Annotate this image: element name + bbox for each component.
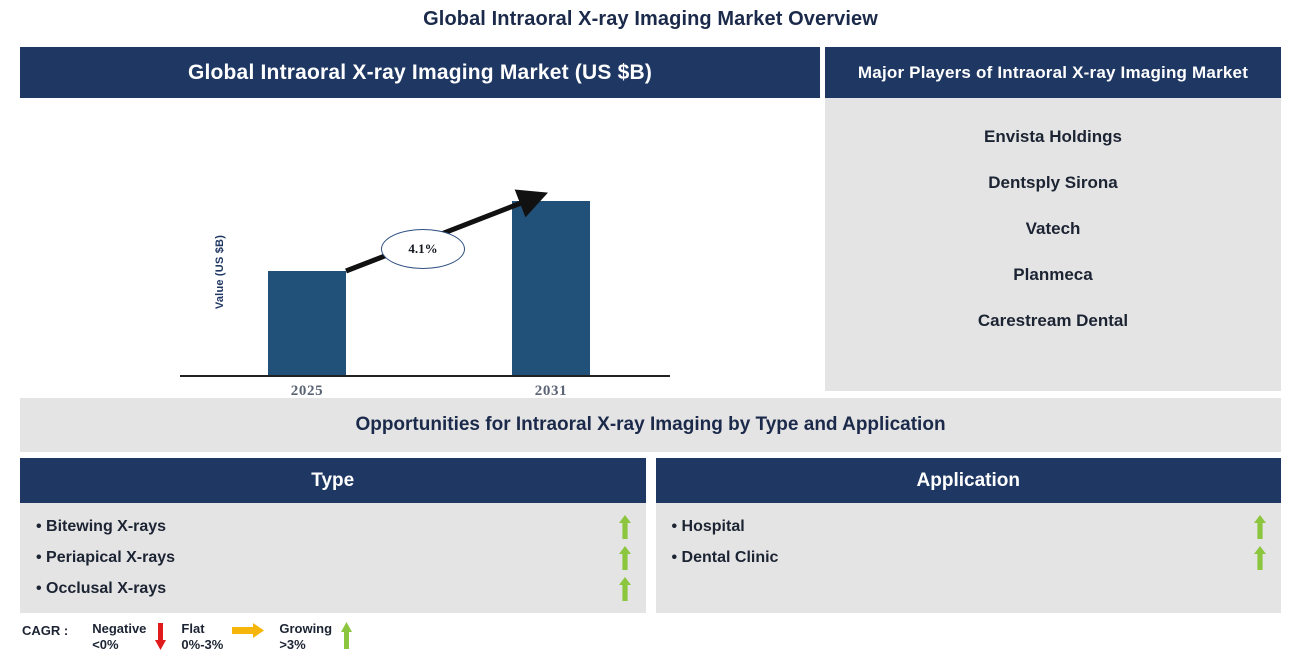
- top-row: Global Intraoral X-ray Imaging Market (U…: [20, 47, 1281, 434]
- bar-2025: [268, 271, 346, 375]
- arrow-up-icon: [618, 545, 631, 570]
- list-item: Carestream Dental: [977, 311, 1129, 330]
- legend-item-negative: Negative <0%: [92, 621, 175, 654]
- arrow-up-icon: [618, 576, 631, 601]
- list-item: Vatech: [1025, 219, 1081, 238]
- list-item: Dental Clinic: [656, 542, 1282, 573]
- market-chart-panel: Global Intraoral X-ray Imaging Market (U…: [20, 47, 820, 434]
- list-item: Planmeca: [1013, 265, 1093, 284]
- x-tick-2025: 2025: [290, 383, 324, 399]
- type-item-label: Bitewing X-rays: [36, 518, 618, 536]
- legend-negative-labels: Negative <0%: [92, 621, 146, 654]
- legend-flat-range: 0%-3%: [181, 637, 224, 653]
- major-players-list: Envista Holdings Dentsply Sirona Vatech …: [825, 98, 1281, 391]
- market-chart-body: Value (US $B) 4.1% 2025 2031 Source : Lu…: [20, 98, 820, 434]
- arrow-right-icon: [232, 623, 265, 638]
- legend-growing-label: Growing: [279, 621, 333, 636]
- y-axis-label: Value (US $B): [214, 234, 226, 310]
- list-item: Periapical X-rays: [20, 542, 646, 573]
- arrow-up-icon: [341, 622, 353, 649]
- cagr-callout: 4.1%: [381, 229, 465, 269]
- opportunities-application-column: Application Hospital Dental Clinic: [655, 458, 1282, 613]
- type-column-body: Bitewing X-rays Periapical X-rays Occlus…: [20, 503, 646, 613]
- major-players-panel: Major Players of Intraoral X-ray Imaging…: [825, 47, 1281, 391]
- application-column-body: Hospital Dental Clinic: [656, 503, 1282, 613]
- arrow-up-icon: [1254, 545, 1266, 570]
- arrow-up-icon: [618, 514, 631, 539]
- opportunities-band-title: Opportunities for Intraoral X-ray Imagin…: [20, 398, 1281, 452]
- bar-2031: [512, 201, 590, 375]
- market-chart-header: Global Intraoral X-ray Imaging Market (U…: [20, 47, 820, 98]
- bar-chart: Value (US $B) 4.1% 2025 2031 Source : Lu…: [20, 98, 820, 434]
- legend-growing-range: >3%: [279, 637, 306, 653]
- type-item-label: Occlusal X-rays: [36, 580, 618, 598]
- list-item: Dentsply Sirona: [988, 173, 1118, 192]
- legend-item-growing: Growing >3%: [279, 621, 361, 654]
- list-item: Envista Holdings: [984, 127, 1122, 146]
- arrow-up-icon: [1254, 514, 1266, 539]
- major-players-header: Major Players of Intraoral X-ray Imaging…: [825, 47, 1281, 98]
- legend-growing-labels: Growing >3%: [279, 621, 332, 654]
- list-item: Bitewing X-rays: [20, 511, 646, 542]
- cagr-legend: CAGR : Negative <0% Flat 0%-3% Growing >…: [22, 621, 367, 654]
- chart-x-axis-line: [180, 375, 670, 377]
- legend-flat-labels: Flat 0%-3%: [181, 621, 223, 654]
- opportunities-type-column: Type Bitewing X-rays Periapical X-rays O…: [20, 458, 646, 613]
- x-tick-2031: 2031: [534, 383, 568, 399]
- legend-negative-label: Negative: [92, 621, 147, 636]
- type-item-label: Periapical X-rays: [36, 549, 618, 567]
- list-item: Occlusal X-rays: [20, 573, 646, 604]
- list-item: Hospital: [656, 511, 1282, 542]
- application-item-label: Dental Clinic: [672, 549, 1254, 567]
- legend-item-flat: Flat 0%-3%: [181, 621, 273, 654]
- application-column-header: Application: [655, 458, 1281, 503]
- type-column-header: Type: [20, 458, 646, 503]
- arrow-down-icon: [155, 623, 167, 650]
- page-title: Global Intraoral X-ray Imaging Market Ov…: [423, 8, 878, 30]
- legend-flat-label: Flat: [181, 621, 205, 636]
- application-item-label: Hospital: [672, 518, 1254, 536]
- cagr-legend-title: CAGR :: [22, 623, 69, 638]
- legend-negative-range: <0%: [92, 637, 119, 653]
- opportunities-columns: Type Bitewing X-rays Periapical X-rays O…: [20, 458, 1281, 613]
